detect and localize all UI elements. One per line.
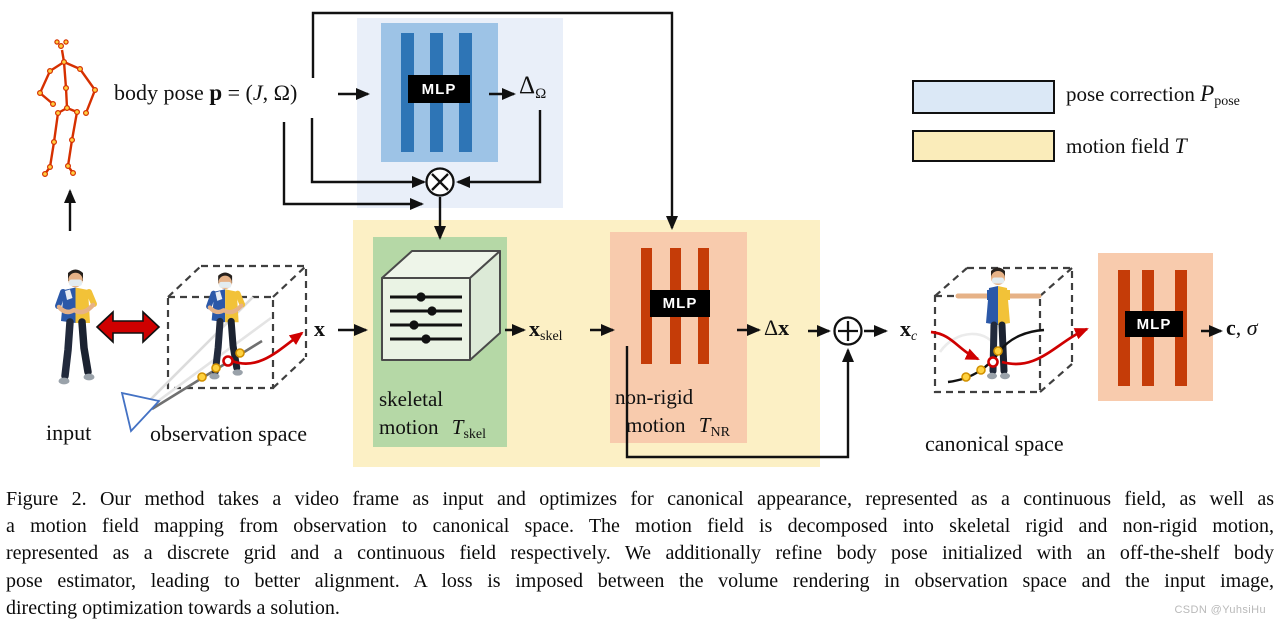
xc-in-red-arrow [930,330,980,361]
x-symbol: x [900,316,911,341]
mlp-label: MLP [662,295,698,312]
mlp-layer-bar [1118,270,1130,386]
flow-arrows [64,11,1223,459]
body-pose-text: body pose [114,80,210,105]
observation-cube [166,264,308,390]
legend-motion-field-swatch [912,130,1055,162]
skel-subscript: skel [540,329,563,344]
ray-sample-points [197,348,245,382]
omega-subscript: Ω [535,86,547,102]
loss-double-arrow-icon [95,310,161,344]
xskel-skip-to-oplus-arrow [625,346,854,459]
pose-mlp-chip: MLP [408,75,470,103]
x-skel-label: xskel [529,316,563,345]
pose-mlp-block [381,23,498,162]
T-symbol: T [698,413,711,437]
mlp-layer-bar [641,248,652,364]
x-c-label: xc [900,316,917,345]
sigma-symbol: σ [1246,315,1258,340]
mlp-label: MLP [421,80,457,98]
canonical-mlp-chip: MLP [1125,311,1183,337]
motion-word: motion [626,413,686,437]
grid-cube-icon [381,250,501,361]
x-symbol: x [314,316,325,341]
pose-to-otimes-arrow [310,118,426,188]
legend-motion-field-label: motion field T [1066,133,1187,159]
x-symbol: x [778,315,790,340]
otimes-icon [425,167,455,197]
diagram-linework [36,11,1223,459]
paren: ) [289,80,298,105]
T-symbol: T [451,415,464,439]
pose-joint-arrow [282,122,424,210]
x-label: x [314,316,325,342]
caption-line: Figure 2. Our method takes a video frame… [6,488,1274,510]
input-text: input [46,420,92,445]
x-sample-red-arrow [231,331,304,366]
c-sigma-label: c, σ [1226,315,1258,341]
mlp-layer-bar [401,33,414,152]
P-symbol: P [1200,81,1215,106]
caption-line: represented as a discrete grid and a con… [6,542,1274,565]
body-pose-label: body pose p = (J, Ω) [114,80,297,106]
skeleton-icon [36,39,98,178]
p-symbol: p [209,80,223,105]
delta-omega-to-otimes-arrow [456,110,542,188]
delta-omega-label: ΔΩ [519,72,546,103]
observation-space-label: observation space [150,421,307,447]
input-person-image [58,270,95,385]
delta-symbol: Δ [764,315,779,340]
canonical-sample-points [961,346,1003,382]
delta-x-label: Δx [764,315,789,341]
motion-word: motion [379,415,439,439]
J-symbol: J [252,80,263,105]
skeletal-motion-label: skeletal motion Tskel [379,385,486,449]
comma: , [262,80,274,105]
equals: = ( [222,80,253,105]
c-symbol: c [1226,315,1236,340]
observation-text: observation space [150,421,307,446]
NR-subscript: NR [710,425,730,440]
nonrigid-word: non-rigid [615,385,694,409]
legend-pose-correction-swatch [912,80,1055,114]
nonrigid-mlp-chip: MLP [650,290,710,317]
omega-symbol: Ω [273,80,290,105]
caption-line: a motion field mapping from observation … [6,515,1274,538]
camera-rays [145,296,272,411]
x-symbol: x [529,316,540,341]
watermark: CSDN @YuhsiHu [1174,604,1266,616]
canonical-text: canonical space [925,431,1064,456]
T-symbol: T [1174,133,1187,158]
pose-subscript: pose [1214,94,1240,109]
oplus-icon [833,316,863,346]
canonical-out-red-arrow [1001,327,1089,366]
skeletal-word: skeletal [379,387,444,411]
canonical-space-label: canonical space [925,431,1064,457]
comma: , [1235,315,1247,340]
canonical-cube [933,266,1074,394]
caption-line: directing optimization towards a solutio… [6,596,340,619]
motion-field-text: motion field [1066,134,1175,158]
delta-symbol: Δ [519,72,536,99]
pose-correction-text: pose correction [1066,82,1201,106]
camera-frustum-icon [120,391,161,433]
pose-skip-to-nonrigid-arrow [311,11,678,230]
non-rigid-motion-label: non-rigid motion TNR [615,383,730,447]
skel-subscript: skel [463,427,487,442]
c-subscript: c [911,329,918,344]
legend-pose-correction-label: pose correction Ppose [1066,81,1240,110]
mlp-label: MLP [1136,315,1172,333]
figure-caption: Figure 2. Our method takes a video frame… [0,486,1280,622]
caption-line: pose estimator, leading to better alignm… [6,569,1274,592]
input-label: input [46,420,91,446]
